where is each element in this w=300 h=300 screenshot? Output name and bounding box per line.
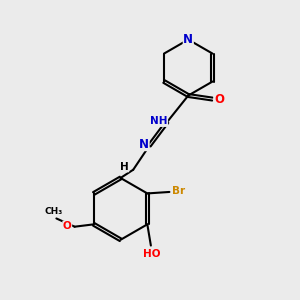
Text: HO: HO: [143, 249, 160, 259]
Text: NH: NH: [150, 116, 168, 126]
Text: Br: Br: [172, 186, 185, 197]
Text: O: O: [214, 93, 224, 106]
Text: O: O: [63, 221, 72, 231]
Text: CH₃: CH₃: [44, 208, 63, 217]
Text: N: N: [139, 138, 149, 151]
Text: H: H: [120, 162, 129, 172]
Text: N: N: [183, 33, 193, 46]
